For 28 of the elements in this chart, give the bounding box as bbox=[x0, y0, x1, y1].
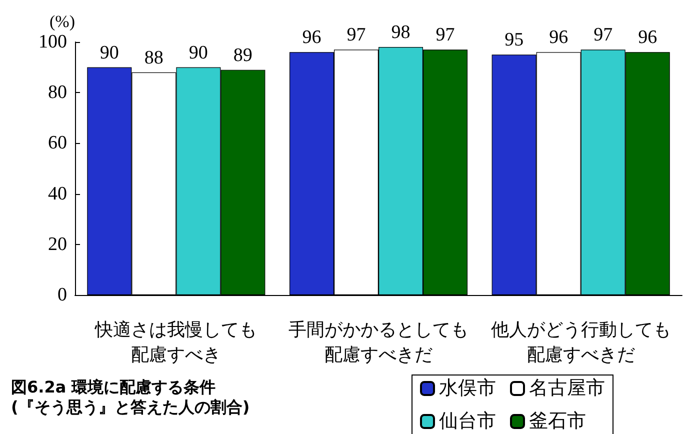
text: 図6.2a 環境に配慮する条件 bbox=[11, 378, 216, 396]
y-tick-label: 20 bbox=[48, 234, 67, 255]
y-tick-label: 40 bbox=[48, 183, 67, 204]
x-tick-label: 快適さは我慢しても配慮すべき bbox=[94, 320, 258, 364]
legend-label: 仙台市 bbox=[439, 410, 496, 432]
data-label: 96 bbox=[638, 27, 658, 48]
y-tick-label: 60 bbox=[48, 132, 67, 154]
data-label: 95 bbox=[504, 30, 524, 51]
data-label: 97 bbox=[346, 24, 366, 46]
data-label: 88 bbox=[144, 47, 164, 68]
text: (『そう思う』と答えた人の割合) bbox=[11, 398, 250, 416]
y-tick-label: 80 bbox=[48, 82, 67, 104]
y-tick-label: 0 bbox=[58, 284, 67, 306]
y-tick-label: 100 bbox=[38, 32, 67, 52]
x-tick-label: 手間がかかるとしても配慮すべきだ bbox=[288, 320, 468, 364]
data-label: 89 bbox=[233, 44, 252, 66]
legend-label: 名古屋市 bbox=[529, 377, 605, 399]
data-label: 98 bbox=[391, 22, 410, 44]
data-label: 90 bbox=[188, 42, 208, 64]
legend-label: 水俣市 bbox=[439, 377, 496, 399]
data-label: 97 bbox=[594, 24, 613, 46]
data-label: 97 bbox=[436, 24, 455, 46]
data-label: 90 bbox=[100, 42, 119, 64]
x-tick-label: 他人がどう行動しても配慮すべきだ bbox=[490, 320, 671, 364]
legend-label: 釜石市 bbox=[529, 410, 586, 432]
data-label: 96 bbox=[549, 27, 568, 48]
y-axis-title: (%) bbox=[50, 12, 75, 31]
data-label: 96 bbox=[302, 27, 322, 48]
